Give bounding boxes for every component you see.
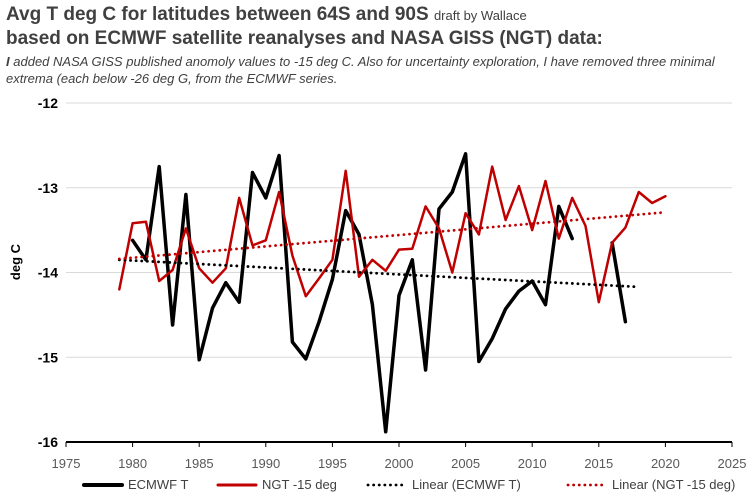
x-tick-label: 2005 <box>451 456 480 471</box>
series-line-ecmwf-t <box>130 152 628 434</box>
legend-label-linear-ngt-15-deg: Linear (NGT -15 deg) <box>612 477 735 492</box>
y-axis-label: deg C <box>8 243 23 280</box>
x-tick-label: 2010 <box>518 456 547 471</box>
x-tick-label: 2000 <box>385 456 414 471</box>
x-tick-label: 2025 <box>718 456 747 471</box>
x-tick-label: 1980 <box>118 456 147 471</box>
series-line-linear-ngt-15-deg <box>117 210 667 261</box>
x-tick-label: 1975 <box>52 456 81 471</box>
y-tick-label: -15 <box>38 349 58 365</box>
chart-title-line1: Avg T deg C for latitudes between 64S an… <box>6 4 527 26</box>
y-tick-label: -14 <box>38 265 58 281</box>
legend: ECMWF T NGT -15 deg Linear (ECMWF T) Linear… <box>82 477 735 492</box>
gridlines <box>66 102 732 443</box>
y-tick-label: -12 <box>38 95 58 111</box>
title-byline: draft by Wallace <box>433 8 527 23</box>
x-tick-label: 2015 <box>584 456 613 471</box>
x-tick-label: 2020 <box>651 456 680 471</box>
chart-title-line2: based on ECMWF satellite reanalyses and … <box>6 28 603 49</box>
axes: -12 -13 -14 -15 -16 1975 1980 1985 1990 1995 2000 2… <box>38 95 747 471</box>
y-tick-label: -13 <box>38 180 58 196</box>
series-line-ngt-15-deg <box>118 165 667 304</box>
legend-label-ecmwf-t: ECMWF T <box>128 477 188 492</box>
x-tick-label: 1985 <box>185 456 214 471</box>
legend-label-linear-ecmwf-t: Linear (ECMWF T) <box>412 477 521 492</box>
chart-note: I added NASA GISS published anomoly valu… <box>6 53 746 87</box>
title-main: Avg T deg C for latitudes between 64S an… <box>6 4 429 25</box>
x-tick-label: 1995 <box>318 456 347 471</box>
legend-label-ngt-15-deg: NGT -15 deg <box>262 477 337 492</box>
note-text: added NASA GISS published anomoly values… <box>6 54 715 86</box>
y-tick-label: -16 <box>38 434 58 450</box>
note-lead: I <box>6 54 10 69</box>
series-layer <box>117 152 667 434</box>
x-tick-label: 1990 <box>251 456 280 471</box>
